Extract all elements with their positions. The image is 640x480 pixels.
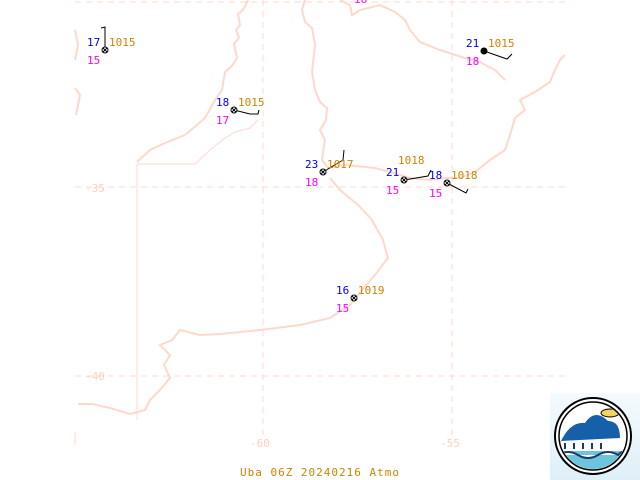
lon-label: -55 <box>440 437 460 450</box>
pressure: 1017 <box>327 158 354 171</box>
wind-barb <box>233 109 260 115</box>
dewpoint: 15 <box>336 302 349 315</box>
sky-obscured-mark <box>351 295 357 301</box>
sky-obscured-mark <box>102 47 108 53</box>
wind-barb <box>322 149 345 173</box>
wind-barb <box>446 182 469 194</box>
pressure: 1015 <box>238 96 265 109</box>
temperature: 16 <box>336 284 349 297</box>
temperature: 18 <box>429 169 442 182</box>
lon-label: -60 <box>250 437 270 450</box>
sky-obscured-mark <box>401 177 407 183</box>
dewpoint: 17 <box>216 114 229 127</box>
grid <box>75 0 565 440</box>
station-plot: 18 1015 17 <box>216 96 265 127</box>
logo-icon <box>554 397 632 475</box>
pressure: 1018 <box>398 154 425 167</box>
temperature: 17 <box>87 36 100 49</box>
temperature: 21 <box>386 166 399 179</box>
dewpoint: 18 <box>466 55 479 68</box>
weather-service-logo <box>550 393 640 480</box>
sky-obscured-mark <box>320 169 326 175</box>
coastlines <box>74 0 566 445</box>
station-plot: 17 1015 15 <box>87 26 136 67</box>
lat-label: -35 <box>85 182 105 195</box>
pressure: 1018 <box>451 169 478 182</box>
wind-barb <box>100 26 106 50</box>
lat-label: -40 <box>85 370 105 383</box>
pressure: 1015 <box>488 37 515 50</box>
pressure: 1019 <box>358 284 385 297</box>
grid-labels: -35 -40 -60 -55 <box>85 182 460 450</box>
partial-dewpoint: 16 <box>354 0 367 6</box>
temperature: 21 <box>466 37 479 50</box>
sky-obscured-mark <box>444 180 450 186</box>
temperature: 18 <box>216 96 229 109</box>
station-plot: 18 1018 15 <box>429 169 478 200</box>
wind-barb <box>403 169 432 181</box>
station-plot: 23 1017 18 <box>305 149 354 189</box>
dewpoint: 18 <box>305 176 318 189</box>
dewpoint: 15 <box>87 54 100 67</box>
station-plot: 16 1019 15 <box>336 284 385 315</box>
temperature: 23 <box>305 158 318 171</box>
dewpoint: 15 <box>386 184 399 197</box>
dewpoint: 15 <box>429 187 442 200</box>
station-plot: 21 1015 18 <box>466 37 515 68</box>
sky-obscured-mark <box>231 107 237 113</box>
pressure: 1015 <box>109 36 136 49</box>
map-caption: Uba 06Z 20240216 Atmo <box>239 466 401 479</box>
wind-barb <box>483 50 513 60</box>
sky-cover-symbol <box>480 47 488 55</box>
